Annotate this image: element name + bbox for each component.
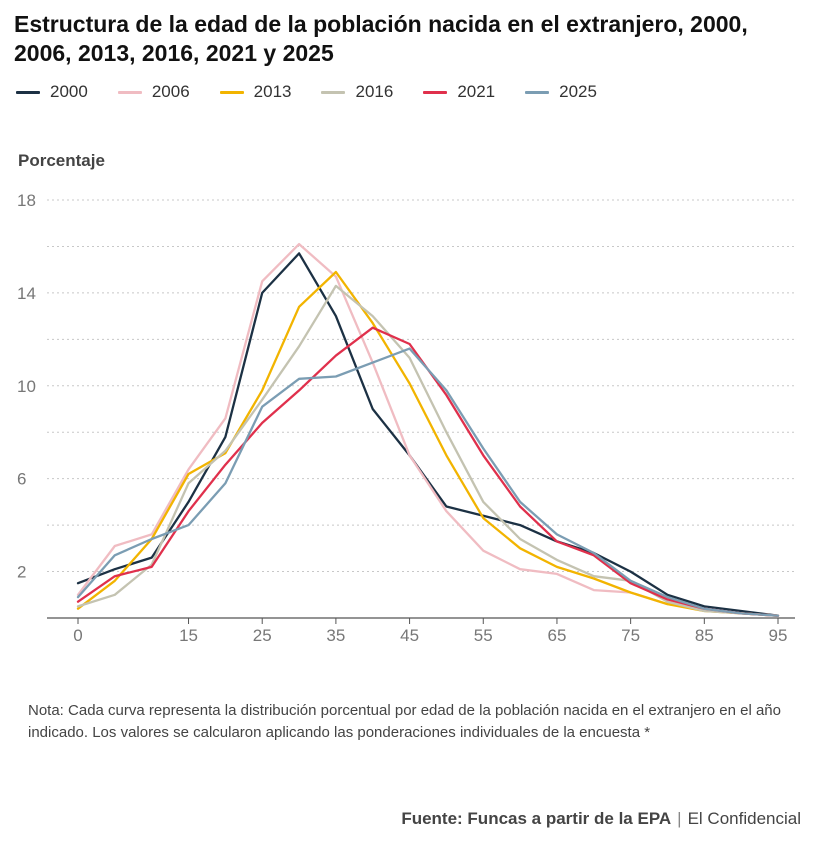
x-axis: 0 15 25 35 45 55 65 75 85 95 <box>47 617 795 645</box>
source-credit: Fuente: Funcas a partir de la EPA | El Con… <box>401 809 801 829</box>
legend-swatch <box>423 90 448 94</box>
x-tick-label: 0 <box>73 626 82 645</box>
chart-note: Nota: Cada curva representa la distribuc… <box>28 702 781 741</box>
legend-label: 2025 <box>559 82 597 101</box>
series-line-2025 <box>76 347 780 617</box>
line-chart: 2 6 10 14 18 0 15 25 35 45 55 65 75 85 95 <box>17 191 795 645</box>
y-axis-title: Porcentaje <box>18 151 105 170</box>
legend-swatch <box>219 90 244 94</box>
x-tick-label: 85 <box>695 626 714 645</box>
legend-item-2000: 2000 <box>16 82 88 102</box>
legend-swatch <box>525 90 550 94</box>
legend-swatch <box>16 90 40 94</box>
publisher-name: El Confidencial <box>687 809 801 828</box>
series-line-2013 <box>76 270 780 617</box>
legend-item-2006: 2006 <box>117 82 190 102</box>
x-tick-label: 15 <box>179 626 198 645</box>
x-tick-label: 75 <box>621 626 640 645</box>
legend-label: 2016 <box>355 82 394 101</box>
y-tick-label: 10 <box>17 377 36 396</box>
legend-label: 2006 <box>151 82 190 101</box>
legend-label: 2013 <box>253 82 292 101</box>
legend-item-2021: 2021 <box>423 82 495 102</box>
series-line-2000 <box>76 252 780 617</box>
legend-swatch <box>321 90 346 94</box>
y-tick-label: 6 <box>17 470 26 489</box>
legend-item-2025: 2025 <box>525 82 597 102</box>
legend-label: 2000 <box>50 82 88 101</box>
y-tick-label: 18 <box>17 191 36 210</box>
x-tick-label: 35 <box>326 626 345 645</box>
legend-item-2013: 2013 <box>219 82 292 102</box>
y-tick-label: 14 <box>17 284 36 303</box>
series-line-2006 <box>76 242 780 617</box>
legend-swatch <box>117 90 142 94</box>
series-line-2016 <box>76 284 780 617</box>
legend-label: 2021 <box>457 82 496 101</box>
legend-item-2016: 2016 <box>321 82 393 102</box>
y-axis-ticks: 2 6 10 14 18 <box>17 191 36 582</box>
x-tick-label: 45 <box>400 626 419 645</box>
x-tick-label: 95 <box>769 626 788 645</box>
legend: 2000 2006 2013 2016 2021 2025 <box>16 80 627 104</box>
source-label: Fuente: Funcas a partir de la EPA <box>401 809 672 828</box>
gridlines <box>47 199 795 573</box>
x-tick-label: 65 <box>547 626 566 645</box>
x-tick-label: 25 <box>253 626 272 645</box>
source-separator: | <box>677 809 682 828</box>
y-tick-label: 2 <box>17 563 26 582</box>
chart-title: Estructura de la edad de la población na… <box>14 11 748 66</box>
x-tick-label: 55 <box>474 626 493 645</box>
series-lines <box>76 242 780 617</box>
